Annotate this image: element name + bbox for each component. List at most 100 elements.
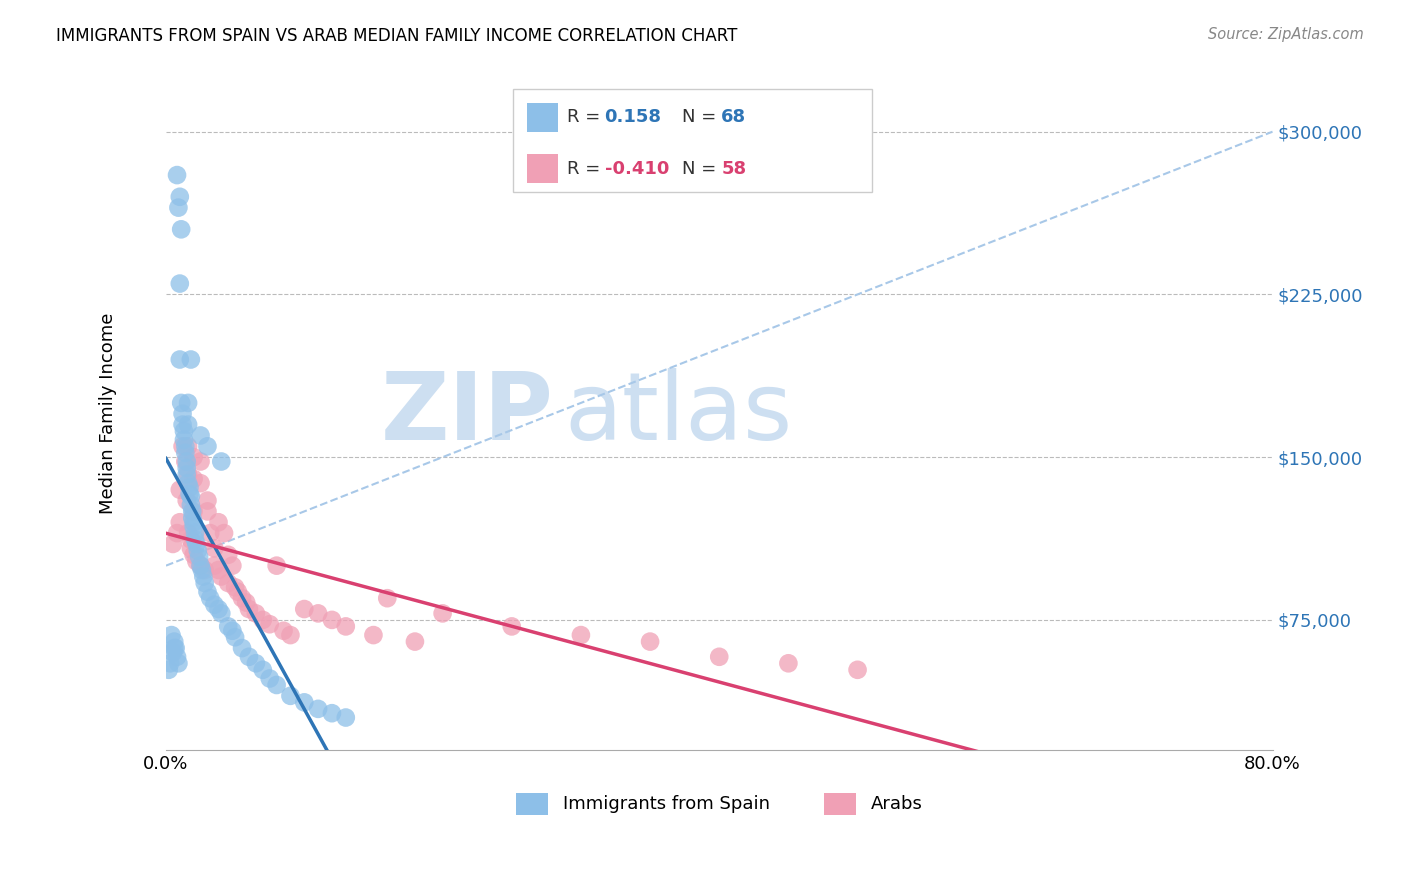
Point	[166, 526, 188, 541]
Point	[184, 533, 207, 547]
Text: ZIP: ZIP	[381, 368, 554, 459]
Point	[177, 417, 200, 432]
Point	[160, 628, 183, 642]
Point	[183, 548, 205, 562]
Text: 68: 68	[721, 108, 747, 127]
Point	[321, 613, 343, 627]
Point	[307, 702, 329, 716]
Point	[190, 558, 212, 573]
Point	[194, 563, 217, 577]
Point	[179, 481, 201, 495]
Point	[186, 537, 208, 551]
Point	[307, 607, 329, 621]
Point	[209, 607, 232, 621]
Point	[200, 526, 222, 541]
Point	[778, 657, 800, 671]
Point	[231, 641, 253, 656]
Point	[202, 598, 225, 612]
Point	[280, 628, 302, 642]
Point	[224, 580, 246, 594]
Point	[177, 439, 200, 453]
Point	[180, 352, 202, 367]
Point	[190, 558, 212, 573]
Point	[190, 476, 212, 491]
Text: N =: N =	[682, 108, 721, 127]
Point	[335, 619, 357, 633]
Point	[217, 576, 239, 591]
Point	[638, 634, 661, 648]
Point	[200, 591, 222, 606]
Point	[190, 454, 212, 468]
Point	[170, 396, 193, 410]
Point	[207, 515, 229, 529]
Point	[169, 352, 191, 367]
Point	[176, 454, 198, 468]
Point	[166, 168, 188, 182]
Point	[172, 417, 194, 432]
Point	[226, 584, 249, 599]
Point	[183, 504, 205, 518]
Point	[238, 649, 260, 664]
Legend: Immigrants from Spain, Arabs: Immigrants from Spain, Arabs	[509, 785, 929, 822]
Point	[193, 569, 215, 583]
Point	[197, 584, 219, 599]
Point	[273, 624, 295, 638]
Point	[231, 591, 253, 606]
Point	[169, 515, 191, 529]
Point	[166, 649, 188, 664]
Point	[280, 689, 302, 703]
Point	[170, 222, 193, 236]
Point	[179, 487, 201, 501]
Point	[197, 493, 219, 508]
Point	[169, 277, 191, 291]
Point	[221, 624, 243, 638]
Point	[180, 533, 202, 547]
Y-axis label: Median Family Income: Median Family Income	[100, 313, 117, 515]
Point	[169, 190, 191, 204]
Point	[212, 526, 235, 541]
Point	[180, 541, 202, 556]
Point	[183, 450, 205, 465]
Point	[266, 678, 288, 692]
Point	[501, 619, 523, 633]
Point	[217, 548, 239, 562]
Point	[238, 602, 260, 616]
Point	[174, 439, 197, 453]
Point	[176, 467, 198, 482]
Point	[167, 657, 190, 671]
Point	[235, 595, 257, 609]
Point	[197, 504, 219, 518]
Point	[846, 663, 869, 677]
Point	[183, 472, 205, 486]
Text: 0.158: 0.158	[605, 108, 662, 127]
Point	[266, 558, 288, 573]
Point	[187, 543, 209, 558]
Point	[181, 504, 204, 518]
Point	[194, 576, 217, 591]
Point	[190, 428, 212, 442]
Point	[252, 613, 274, 627]
Point	[188, 549, 211, 564]
Text: IMMIGRANTS FROM SPAIN VS ARAB MEDIAN FAMILY INCOME CORRELATION CHART: IMMIGRANTS FROM SPAIN VS ARAB MEDIAN FAM…	[56, 27, 738, 45]
Point	[292, 695, 315, 709]
Point	[177, 467, 200, 482]
Point	[404, 634, 426, 648]
Text: Source: ZipAtlas.com: Source: ZipAtlas.com	[1208, 27, 1364, 42]
Point	[162, 537, 184, 551]
Point	[224, 630, 246, 644]
Point	[221, 558, 243, 573]
Point	[177, 396, 200, 410]
Point	[177, 526, 200, 541]
Text: R =: R =	[567, 108, 606, 127]
Point	[176, 493, 198, 508]
Text: R =: R =	[567, 160, 606, 178]
Text: atlas: atlas	[564, 368, 793, 459]
Point	[197, 439, 219, 453]
Point	[177, 476, 200, 491]
Point	[207, 563, 229, 577]
Point	[432, 607, 454, 621]
Point	[569, 628, 592, 642]
Point	[375, 591, 398, 606]
Point	[209, 454, 232, 468]
Text: 58: 58	[721, 160, 747, 178]
